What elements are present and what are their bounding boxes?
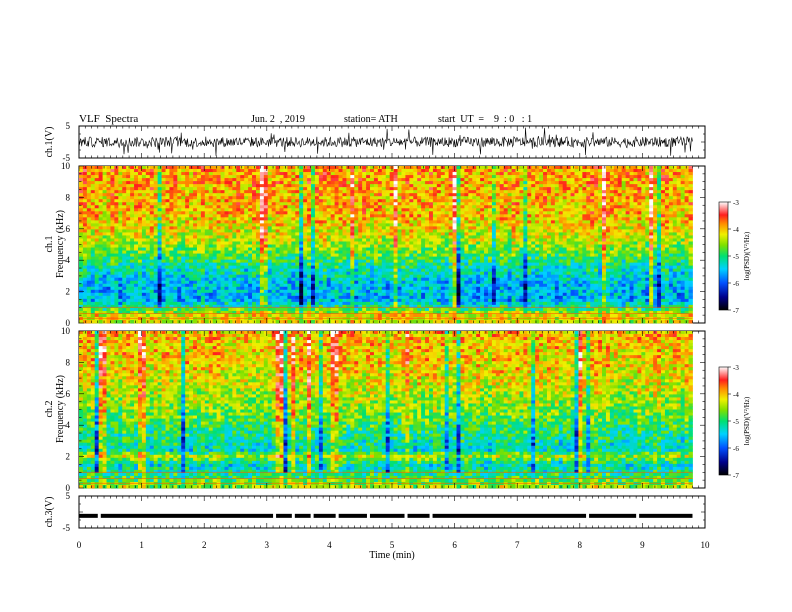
ch1-colorbar-label: log(PSD)(V²/Hz) bbox=[743, 231, 751, 280]
time-tick-label: 4 bbox=[327, 540, 332, 550]
ch3-signal-trace bbox=[79, 513, 693, 519]
time-tick-label: 7 bbox=[515, 540, 520, 550]
time-tick-label: 8 bbox=[578, 540, 583, 550]
ch1-colorbar: -3-4-5-6-7 log(PSD)(V²/Hz) bbox=[718, 199, 751, 315]
ch2-frequency-axis-label: ch.2Frequency (kHz) bbox=[44, 375, 66, 443]
time-tick-label: 10 bbox=[701, 540, 711, 550]
time-tick-label: 1 bbox=[139, 540, 144, 550]
time-axis-ticks: 0 1 2 3 4 5 6 7 8 9 10 bbox=[77, 126, 710, 550]
time-axis-label: Time (min) bbox=[369, 550, 414, 561]
ch1-voltage-axis-label: ch.1(V) bbox=[44, 127, 55, 158]
date-label: Jun. 2 , 2019 bbox=[251, 114, 305, 125]
ch2-colorbar: -3-4-5-6-7 log(PSD)(V²/Hz) bbox=[718, 364, 751, 480]
ch1-waveform-trace bbox=[78, 127, 693, 156]
time-tick-label: 2 bbox=[202, 540, 207, 550]
ch2-colorbar-label: log(PSD)(V²/Hz) bbox=[743, 396, 751, 445]
ch3-voltage-axis-label: ch.3(V) bbox=[44, 497, 55, 528]
ch1-frequency-axis-label: ch.1Frequency (kHz) bbox=[44, 210, 66, 278]
time-tick-label: 0 bbox=[77, 540, 82, 550]
station-label: station= ATH bbox=[344, 114, 398, 125]
time-tick-label: 5 bbox=[390, 540, 395, 550]
plot-title: VLF Spectra bbox=[79, 113, 139, 125]
ch1-spectrogram bbox=[79, 166, 693, 324]
time-tick-label: 9 bbox=[640, 540, 645, 550]
ch2-spectrogram bbox=[79, 331, 693, 489]
time-tick-label: 3 bbox=[265, 540, 270, 550]
start-time-label: start UT = 9 : 0 : 1 bbox=[438, 114, 533, 125]
time-tick-label: 6 bbox=[452, 540, 457, 550]
